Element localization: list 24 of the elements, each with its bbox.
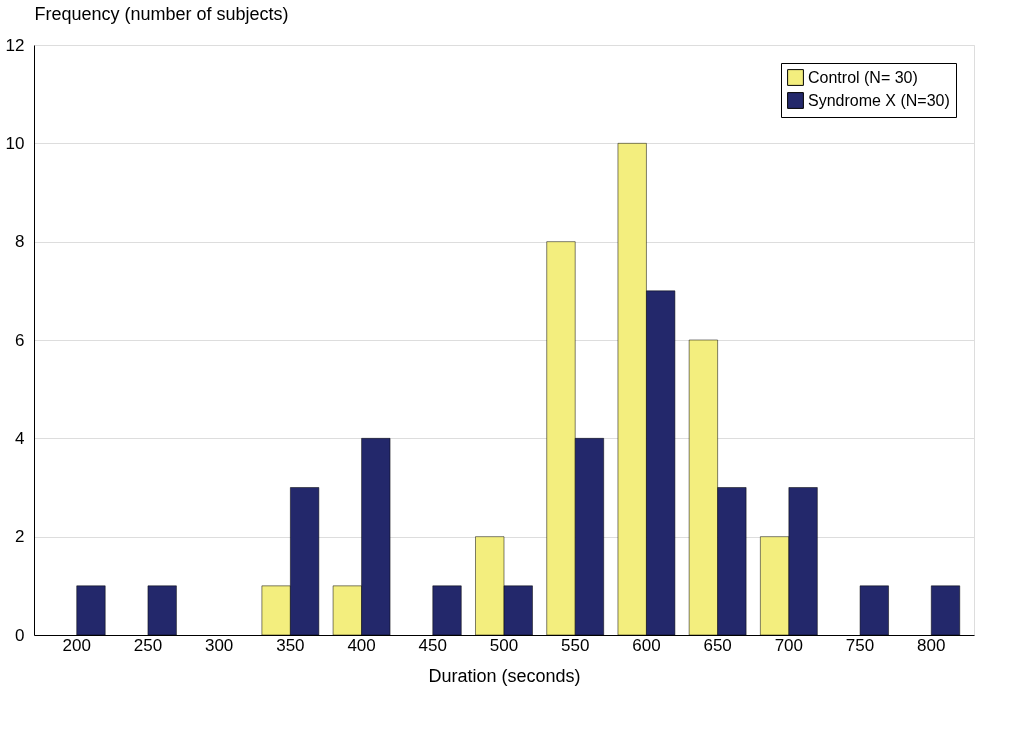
y-tick-label: 0	[15, 625, 25, 645]
x-tick-label: 400	[347, 635, 376, 655]
x-tick-label: 600	[632, 635, 661, 655]
x-tick-label: 550	[561, 635, 590, 655]
x-tick-label: 200	[62, 635, 91, 655]
y-tick-label: 12	[5, 35, 25, 55]
x-tick-label: 450	[418, 635, 447, 655]
y-tick-label: 2	[15, 527, 25, 547]
legend-label: Syndrome X (N=30)	[808, 91, 950, 109]
y-tick-label: 8	[15, 232, 25, 252]
x-tick-label: 500	[489, 635, 519, 655]
x-tick-label: 350	[276, 635, 305, 655]
x-tick-label: 750	[845, 635, 875, 655]
x-tick-label: 300	[204, 635, 234, 655]
x-tick-label: 800	[917, 635, 946, 655]
y-tick-label: 6	[15, 330, 25, 350]
y-axis-title: Frequency (number of subjects)	[34, 3, 289, 24]
x-axis-title: Duration (seconds)	[428, 665, 581, 686]
x-tick-label: 650	[703, 635, 732, 655]
y-tick-label: 4	[15, 428, 25, 448]
x-tick-label: 250	[133, 635, 163, 655]
legend-label: Control (N= 30)	[808, 68, 918, 86]
x-tick-label: 700	[774, 635, 804, 655]
y-tick-label: 10	[5, 133, 25, 153]
